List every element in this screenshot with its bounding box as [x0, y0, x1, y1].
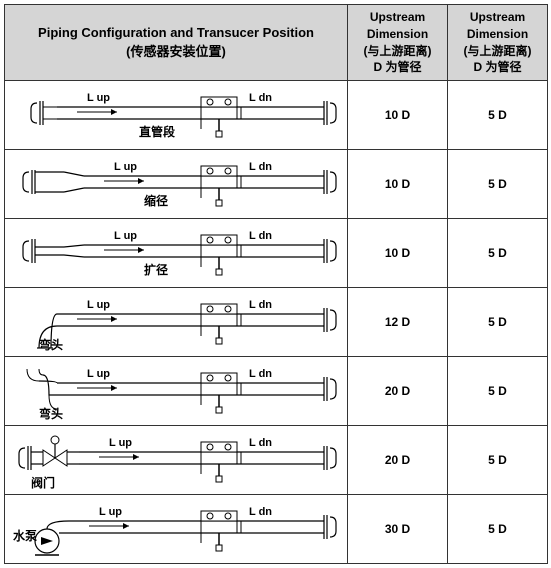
diagram-cell: L up L dn 阀门: [5, 426, 348, 495]
header-upstream-2: Upstream Dimension (与上游距离) D 为管径: [448, 5, 548, 81]
upstream-value: 10 D: [348, 150, 448, 219]
diagram-cell: L up L dn 弯头: [5, 288, 348, 357]
svg-text:L up: L up: [114, 230, 137, 242]
upstream-value: 30 D: [348, 495, 448, 564]
upstream-value: 12 D: [348, 288, 448, 357]
svg-text:L up: L up: [87, 368, 110, 380]
config-label-cn: 缩径: [144, 192, 168, 209]
downstream-value: 5 D: [448, 357, 548, 426]
upstream-value: 10 D: [348, 81, 448, 150]
svg-text:L dn: L dn: [249, 161, 272, 173]
svg-text:L dn: L dn: [249, 92, 272, 104]
svg-text:L dn: L dn: [249, 437, 272, 449]
header-config-en: Piping Configuration and Transucer Posit…: [7, 24, 345, 42]
svg-text:L dn: L dn: [249, 506, 272, 518]
config-label-cn: 弯头: [39, 405, 63, 422]
table-row: L up L dn 阀门 20 D5 D: [5, 426, 548, 495]
header-config: Piping Configuration and Transucer Posit…: [5, 5, 348, 81]
svg-text:L up: L up: [87, 299, 110, 311]
downstream-value: 5 D: [448, 219, 548, 288]
downstream-value: 5 D: [448, 495, 548, 564]
piping-config-table: Piping Configuration and Transucer Posit…: [4, 4, 548, 564]
downstream-value: 5 D: [448, 288, 548, 357]
config-label-cn: 水泵: [13, 527, 37, 544]
config-label-cn: 直管段: [139, 123, 175, 140]
downstream-value: 5 D: [448, 150, 548, 219]
table-row: L up L dn 弯头 12 D5 D: [5, 288, 548, 357]
svg-text:L dn: L dn: [249, 230, 272, 242]
diagram-cell: L up L dn 直管段: [5, 81, 348, 150]
diagram-cell: L up L dn 缩径: [5, 150, 348, 219]
downstream-value: 5 D: [448, 81, 548, 150]
svg-text:L dn: L dn: [249, 368, 272, 380]
svg-text:L up: L up: [99, 506, 122, 518]
upstream-value: 10 D: [348, 219, 448, 288]
diagram-cell: L up L dn 扩径: [5, 219, 348, 288]
config-label-cn: 阀门: [31, 474, 55, 491]
header-config-cn: (传感器安装位置): [7, 43, 345, 61]
svg-text:L up: L up: [109, 437, 132, 449]
svg-text:L up: L up: [114, 161, 137, 173]
header-row: Piping Configuration and Transucer Posit…: [5, 5, 548, 81]
svg-text:L dn: L dn: [249, 299, 272, 311]
config-label-cn: 弯头: [39, 336, 63, 353]
svg-text:L up: L up: [87, 92, 110, 104]
table-row: L up L dn 直管段 10 D5 D: [5, 81, 548, 150]
table-row: L up L dn 水泵 30 D5 D: [5, 495, 548, 564]
table-row: L up L dn 缩径 10 D5 D: [5, 150, 548, 219]
upstream-value: 20 D: [348, 426, 448, 495]
table-row: L up L dn 扩径 10 D5 D: [5, 219, 548, 288]
diagram-cell: L up L dn 水泵: [5, 495, 348, 564]
config-label-cn: 扩径: [144, 261, 168, 278]
diagram-cell: L up L dn 弯头: [5, 357, 348, 426]
upstream-value: 20 D: [348, 357, 448, 426]
downstream-value: 5 D: [448, 426, 548, 495]
header-upstream-1: Upstream Dimension (与上游距离) D 为管径: [348, 5, 448, 81]
table-row: L up L dn 弯头 20 D5 D: [5, 357, 548, 426]
